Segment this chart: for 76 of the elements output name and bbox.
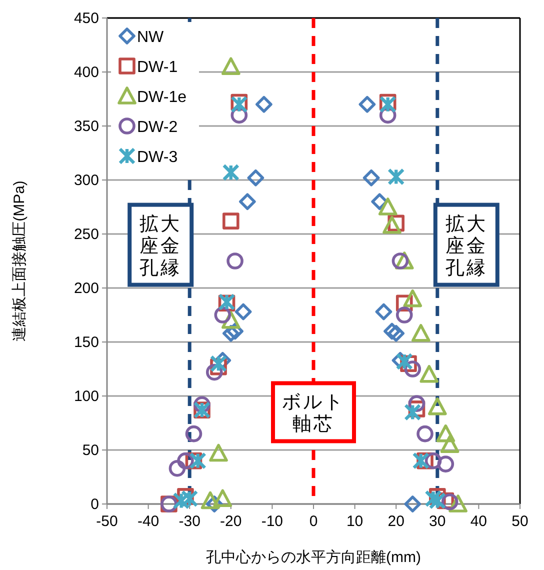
- y-tick-label: 450: [74, 10, 99, 27]
- point: [412, 452, 430, 470]
- y-tick-label: 400: [74, 64, 99, 81]
- x-tick-label: 40: [470, 513, 488, 530]
- point: [375, 303, 392, 320]
- point: [416, 425, 434, 442]
- point: [436, 424, 456, 442]
- point: [168, 460, 186, 477]
- x-tick-label: 20: [388, 513, 404, 530]
- point: [404, 404, 422, 421]
- x-tick-label: -20: [220, 513, 242, 530]
- point: [441, 493, 458, 510]
- y-tick-label: 200: [74, 280, 99, 297]
- point: [226, 252, 244, 270]
- legend-label: DW-1e: [137, 89, 187, 106]
- y-tick-label: 0: [90, 496, 99, 513]
- y-tick-label: 300: [74, 172, 99, 189]
- point: [388, 324, 404, 342]
- point: [222, 212, 240, 230]
- point: [234, 303, 252, 320]
- point: [362, 169, 380, 186]
- point: [172, 492, 190, 510]
- legend-label: NW: [137, 29, 165, 46]
- x-tick-label: 0: [309, 513, 318, 530]
- point: [247, 169, 264, 186]
- point: [424, 452, 442, 470]
- x-axis-title: 孔中心からの水平方向距離(mm): [206, 549, 421, 566]
- x-tick-label: -30: [178, 513, 200, 530]
- x-tick-label: -40: [137, 513, 160, 530]
- point: [437, 456, 454, 472]
- point: [428, 397, 447, 416]
- point: [358, 96, 376, 113]
- point: [378, 198, 398, 216]
- point: [222, 164, 240, 182]
- point: [256, 96, 272, 113]
- point: [440, 435, 460, 453]
- point: [404, 496, 422, 512]
- point: [181, 490, 198, 508]
- point: [382, 216, 402, 234]
- ref-line-label: 拡大座金孔縁: [140, 214, 182, 279]
- point: [404, 360, 422, 378]
- y-tick-label: 250: [74, 226, 99, 243]
- point: [239, 193, 256, 210]
- ref-line-label: ボルト軸芯: [282, 392, 345, 436]
- y-tick-label: 100: [74, 388, 99, 405]
- x-tick-label: 30: [429, 513, 446, 530]
- ref-line-label: 拡大座金孔縁: [445, 214, 488, 279]
- point: [210, 355, 228, 372]
- point: [185, 425, 202, 442]
- point: [424, 490, 442, 508]
- x-tick-label: 50: [512, 513, 528, 530]
- point: [428, 492, 446, 510]
- point: [396, 306, 413, 324]
- point: [222, 57, 240, 75]
- y-tick-label: 50: [82, 442, 99, 459]
- point: [392, 252, 409, 270]
- point: [420, 365, 439, 383]
- point: [177, 452, 194, 470]
- point: [200, 491, 220, 510]
- y-axis-title: 連結板上面接触圧(MPa): [11, 180, 28, 342]
- point: [388, 168, 405, 186]
- point: [209, 444, 228, 462]
- y-tick-label: 150: [74, 334, 99, 351]
- y-tick-label: 350: [74, 118, 99, 135]
- point: [189, 452, 206, 470]
- legend-label: DW-3: [137, 149, 178, 166]
- x-tick-label: -10: [261, 513, 284, 530]
- point: [384, 322, 400, 340]
- legend-label: DW-1: [137, 59, 178, 76]
- point: [213, 489, 232, 507]
- point: [403, 289, 422, 308]
- point: [396, 352, 413, 370]
- x-tick-label: -50: [96, 513, 118, 530]
- point: [411, 324, 430, 342]
- x-tick-label: 10: [346, 513, 364, 530]
- legend-label: DW-2: [137, 119, 178, 136]
